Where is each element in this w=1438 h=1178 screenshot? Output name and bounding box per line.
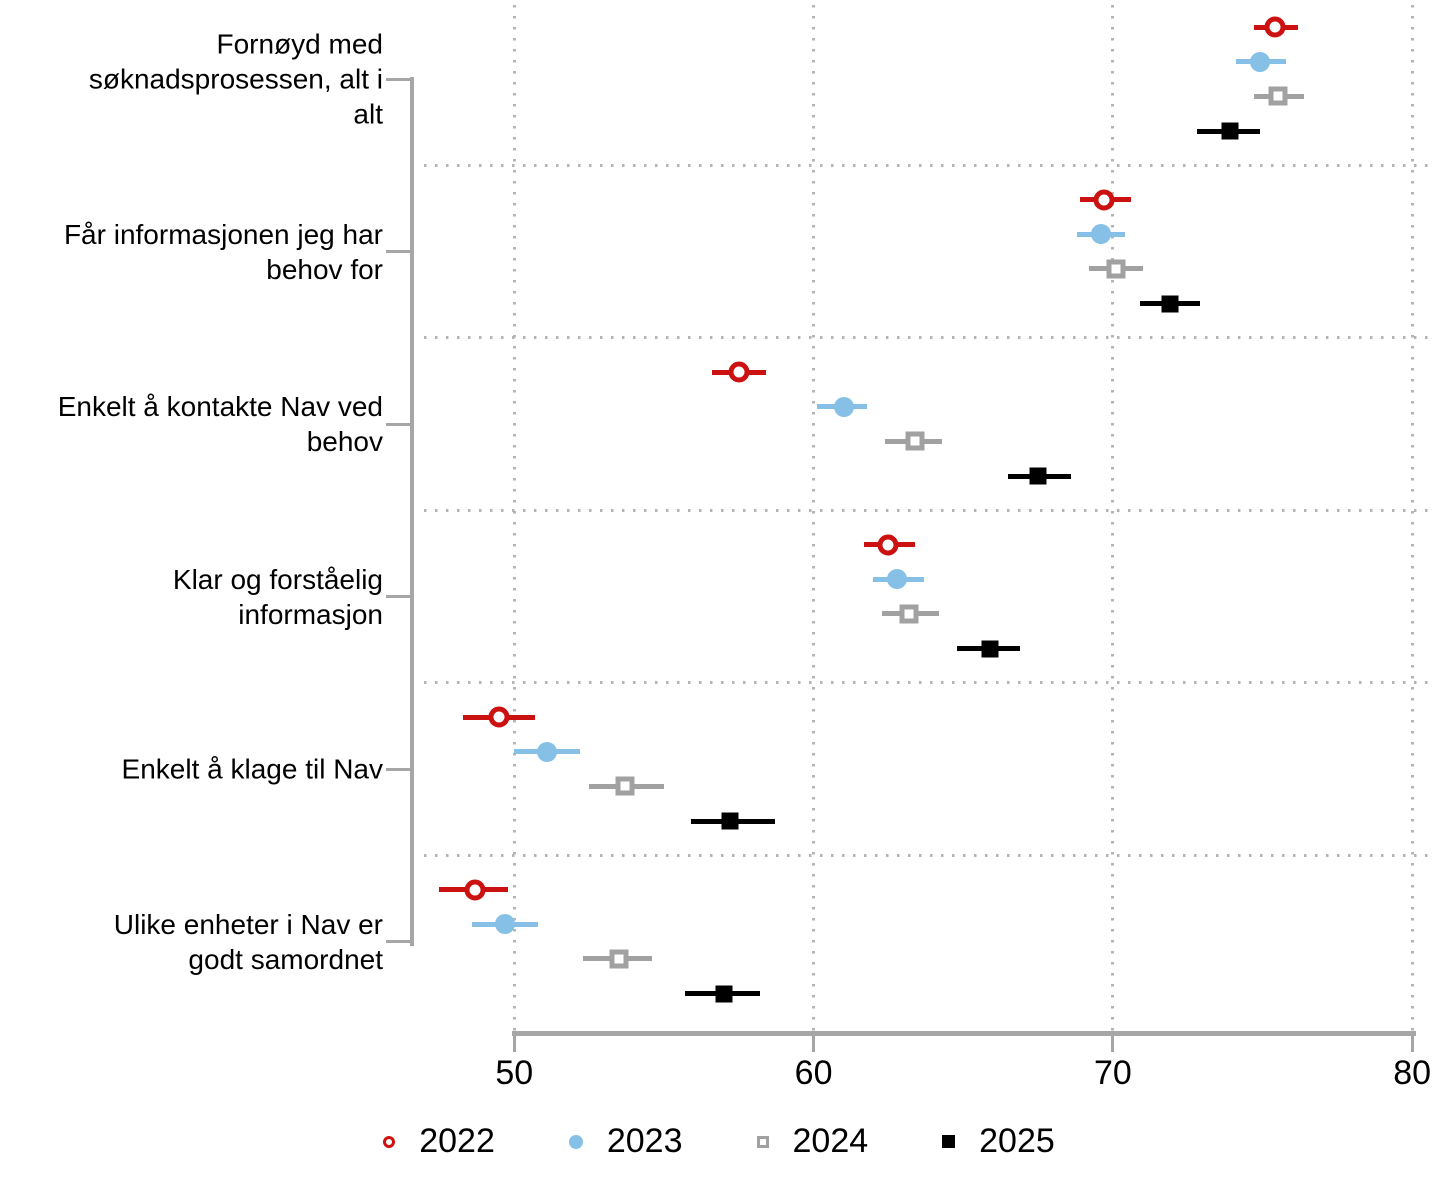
category-label: Fornøyd med søknadsprosessen, alt i alt bbox=[88, 28, 383, 130]
filled-square-icon bbox=[942, 1135, 956, 1148]
gridline-vertical bbox=[512, 5, 516, 1031]
y-axis-tick bbox=[386, 940, 410, 943]
x-axis-tick bbox=[1111, 1036, 1115, 1052]
chart-legend: 2022 2023 2024 2025 bbox=[0, 1122, 1438, 1161]
marker-2025 bbox=[1029, 467, 1047, 485]
marker-2025 bbox=[1221, 122, 1239, 140]
open-square-icon bbox=[756, 1135, 769, 1148]
marker-2025 bbox=[981, 640, 999, 657]
x-axis-tick bbox=[512, 1036, 516, 1052]
x-axis-tick-label: 60 bbox=[794, 1054, 833, 1092]
gridline-vertical bbox=[1410, 5, 1414, 1031]
marker-2024 bbox=[899, 604, 919, 624]
y-axis-tick bbox=[386, 250, 410, 253]
marker-2023 bbox=[495, 914, 516, 935]
legend-item-2022: 2022 bbox=[383, 1122, 495, 1161]
y-axis-line bbox=[410, 77, 414, 946]
category-label: Får informasjonen jeg har behov for bbox=[63, 218, 383, 285]
gridline-horizontal bbox=[424, 163, 1428, 167]
gridline-vertical bbox=[1111, 5, 1115, 1031]
marker-2024 bbox=[615, 776, 635, 796]
category-label: Enkelt å kontakte Nav ved behov bbox=[57, 391, 383, 457]
legend-label: 2024 bbox=[792, 1122, 869, 1160]
y-axis-tick bbox=[386, 422, 410, 426]
marker-2024 bbox=[609, 949, 629, 969]
marker-2022 bbox=[464, 879, 486, 900]
gridline-horizontal bbox=[424, 508, 1428, 512]
category-label: Klar og forståelig informasjon bbox=[172, 563, 383, 630]
filled-circle-icon bbox=[568, 1134, 583, 1149]
x-axis-tick bbox=[1410, 1036, 1414, 1052]
x-axis-tick-label: 70 bbox=[1093, 1054, 1132, 1092]
legend-item-2024: 2024 bbox=[756, 1122, 869, 1161]
category-label: Ulike enheter i Nav er godt samordnet bbox=[113, 908, 383, 975]
y-axis-tick bbox=[386, 767, 410, 771]
gridline-vertical bbox=[812, 5, 816, 1031]
marker-2025 bbox=[721, 812, 739, 830]
legend-item-2025: 2025 bbox=[942, 1122, 1055, 1161]
marker-2024 bbox=[1106, 259, 1126, 279]
x-axis-line bbox=[512, 1031, 1416, 1036]
marker-2023 bbox=[887, 569, 908, 590]
gridline-horizontal bbox=[424, 336, 1428, 340]
x-axis-tick-label: 80 bbox=[1393, 1054, 1432, 1092]
gridline-horizontal bbox=[424, 853, 1428, 857]
gridline-horizontal bbox=[424, 681, 1428, 685]
x-axis-tick-label: 50 bbox=[495, 1054, 534, 1092]
marker-2022 bbox=[1093, 189, 1115, 210]
marker-2022 bbox=[488, 706, 510, 728]
marker-2024 bbox=[1268, 86, 1287, 106]
marker-2024 bbox=[905, 431, 925, 451]
legend-label: 2025 bbox=[979, 1122, 1055, 1160]
marker-2023 bbox=[1249, 51, 1270, 72]
y-axis-tick bbox=[386, 77, 410, 81]
category-label: Enkelt å klage til Nav bbox=[121, 753, 383, 785]
marker-2025 bbox=[715, 985, 733, 1002]
marker-2022 bbox=[1264, 16, 1286, 38]
legend-item-2023: 2023 bbox=[568, 1122, 683, 1161]
legend-label: 2022 bbox=[419, 1122, 495, 1160]
marker-2023 bbox=[537, 741, 558, 762]
open-circle-icon bbox=[383, 1135, 396, 1148]
marker-2025 bbox=[1161, 295, 1179, 312]
x-axis-tick bbox=[812, 1036, 816, 1052]
marker-2023 bbox=[833, 396, 854, 417]
legend-label: 2023 bbox=[606, 1122, 683, 1160]
marker-2022 bbox=[728, 361, 750, 383]
marker-2023 bbox=[1090, 224, 1111, 245]
y-axis-tick bbox=[386, 595, 410, 598]
marker-2022 bbox=[877, 534, 899, 555]
